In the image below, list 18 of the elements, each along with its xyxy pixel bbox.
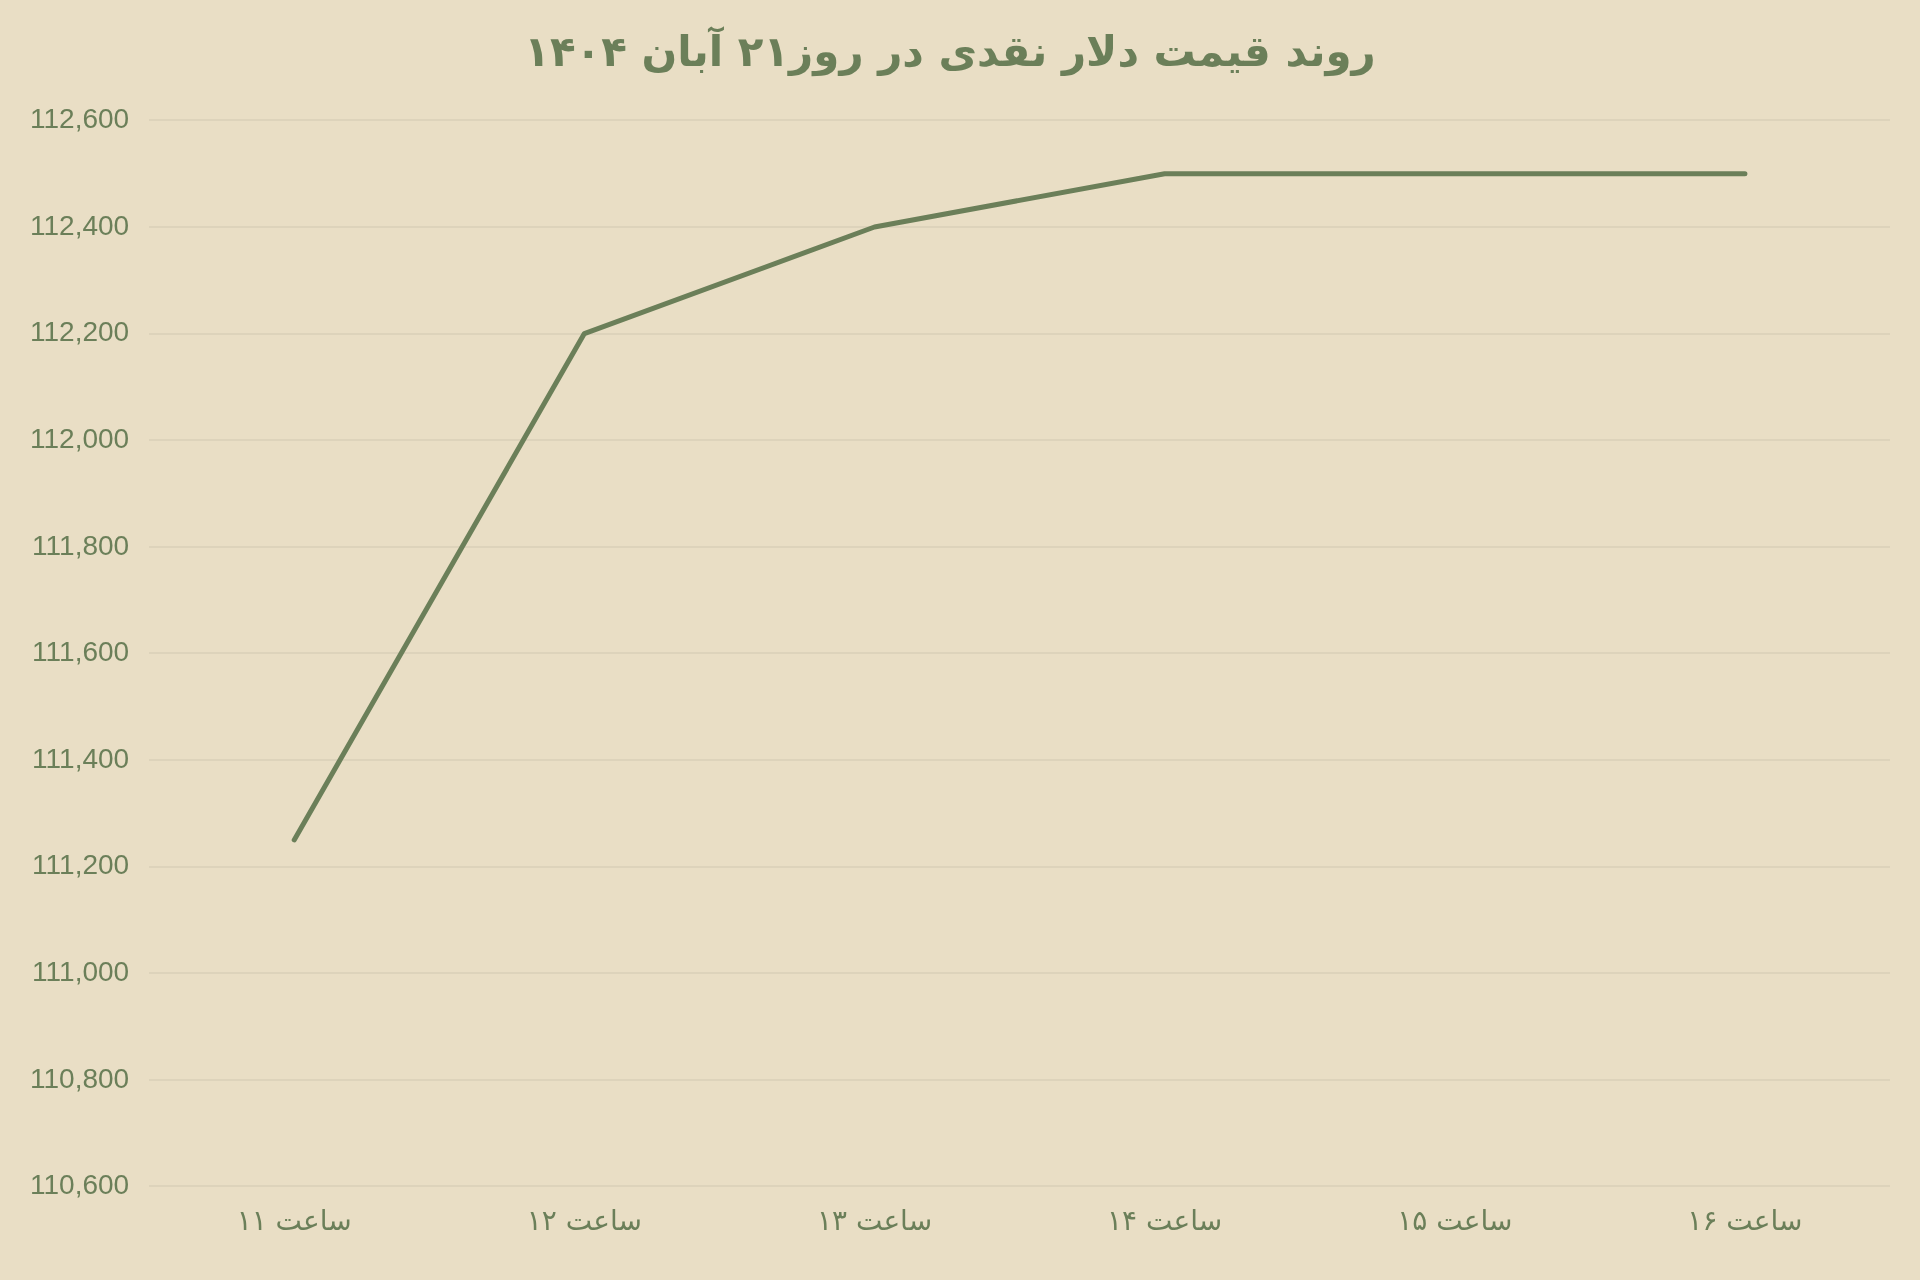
y-tick-label: 110,800 bbox=[29, 1062, 130, 1094]
x-tick-label: ساعت ۱۲ bbox=[526, 1204, 642, 1238]
y-tick-label: 111,000 bbox=[32, 955, 130, 987]
y-tick-label: 112,000 bbox=[29, 422, 130, 454]
y-tick-label: 112,400 bbox=[29, 209, 130, 241]
y-tick-label: 111,600 bbox=[32, 636, 130, 668]
y-tick-label: 111,800 bbox=[32, 529, 130, 561]
y-tick-label: 112,200 bbox=[29, 316, 130, 348]
x-tick-label: ساعت ۱۵ bbox=[1397, 1204, 1513, 1238]
chart-title: روند قیمت دلار نقدی در روز۲۱ آبان ۱۴۰۴ bbox=[524, 26, 1376, 78]
y-tick-label: 110,600 bbox=[29, 1169, 130, 1201]
x-tick-label: ساعت ۱۱ bbox=[236, 1204, 352, 1238]
x-tick-label: ساعت ۱۶ bbox=[1687, 1204, 1803, 1238]
y-tick-label: 111,200 bbox=[32, 849, 130, 881]
x-tick-label: ساعت ۱۴ bbox=[1107, 1204, 1223, 1238]
y-tick-label: 111,400 bbox=[32, 742, 130, 774]
x-tick-label: ساعت ۱۳ bbox=[816, 1204, 933, 1238]
y-tick-label: 112,600 bbox=[29, 103, 130, 135]
